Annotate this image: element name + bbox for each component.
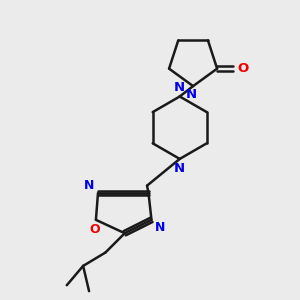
Text: N: N <box>154 221 165 234</box>
Text: O: O <box>89 224 100 236</box>
Text: O: O <box>237 62 249 75</box>
Text: N: N <box>174 162 185 175</box>
Text: N: N <box>84 179 94 192</box>
Text: N: N <box>186 88 197 100</box>
Text: N: N <box>174 80 185 94</box>
